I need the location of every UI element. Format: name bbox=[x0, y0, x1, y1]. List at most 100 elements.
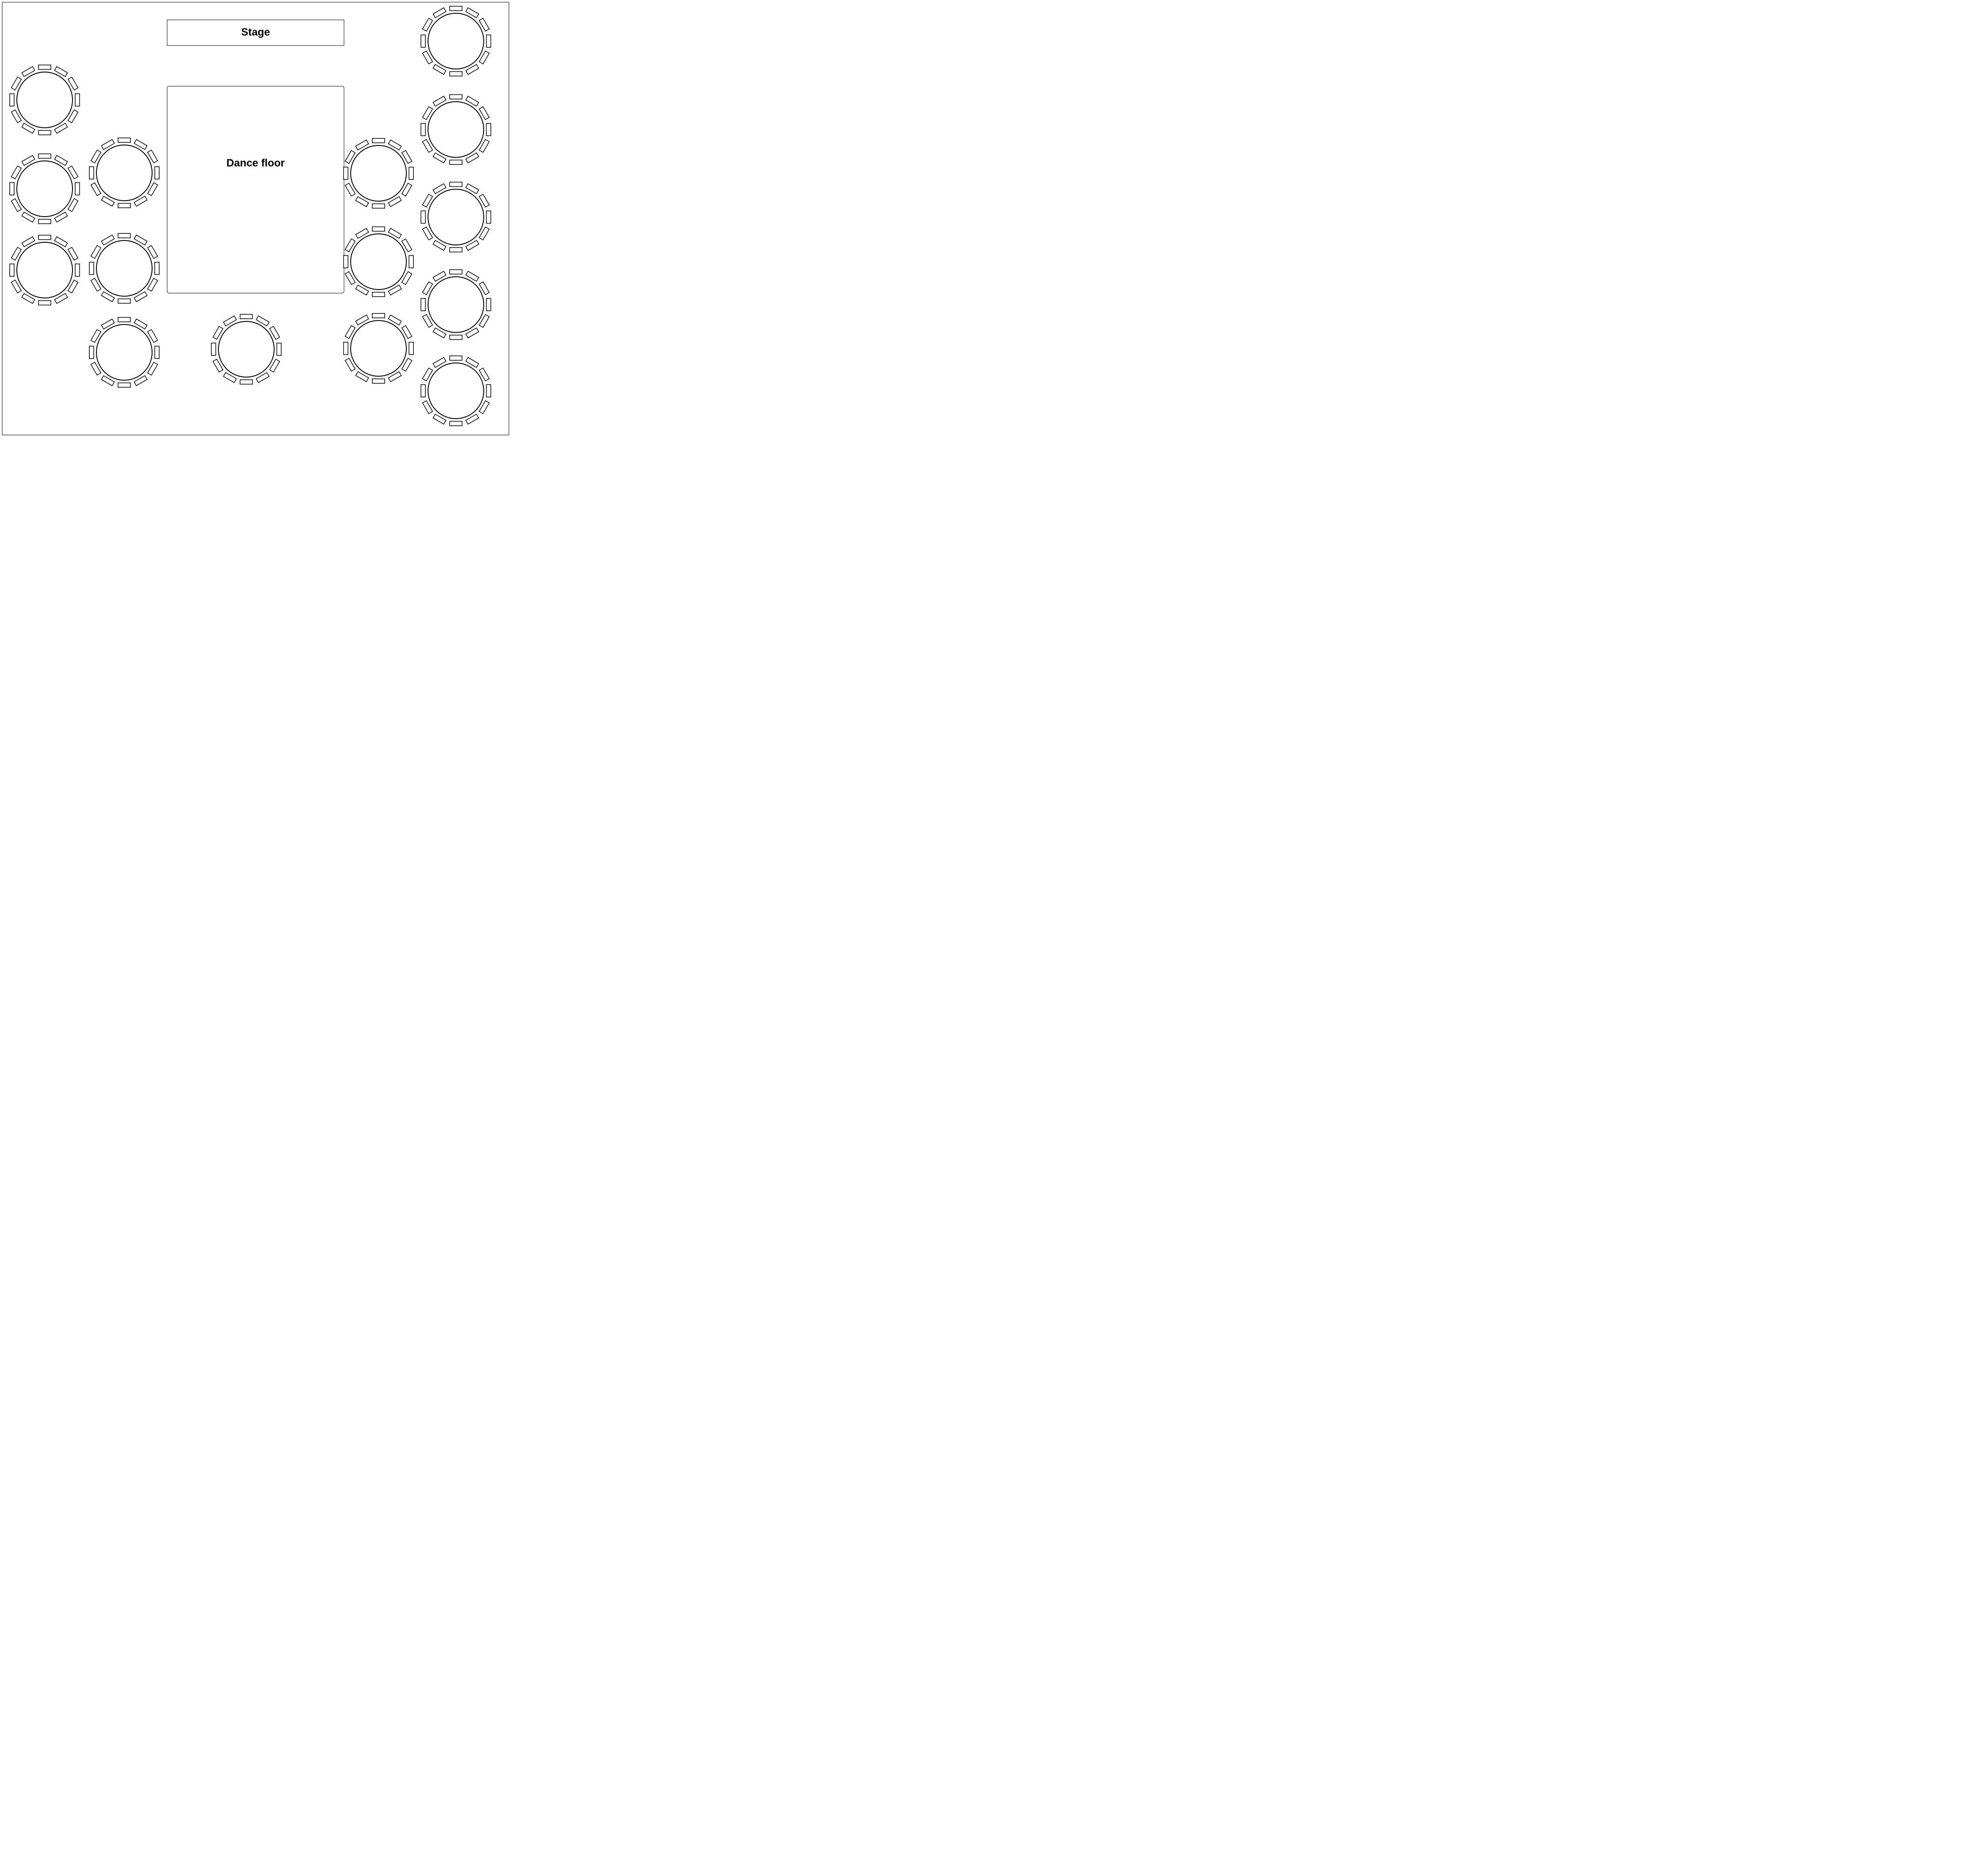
seat bbox=[450, 95, 462, 99]
seat-rect bbox=[89, 262, 94, 275]
seat-rect bbox=[118, 383, 130, 387]
seat bbox=[486, 123, 491, 136]
seat-rect bbox=[38, 154, 51, 158]
seat-rect bbox=[450, 182, 462, 187]
seat-rect bbox=[450, 335, 462, 340]
seat-rect bbox=[409, 342, 413, 355]
seat bbox=[10, 94, 14, 106]
seat bbox=[75, 94, 80, 106]
seat bbox=[372, 313, 385, 318]
seat bbox=[372, 379, 385, 383]
seat bbox=[450, 356, 462, 360]
seat-rect bbox=[421, 385, 425, 397]
seat bbox=[38, 219, 51, 224]
seat-rect bbox=[372, 227, 385, 231]
seat bbox=[450, 72, 462, 76]
stage-label: Stage bbox=[241, 26, 270, 38]
seat bbox=[486, 298, 491, 311]
table-top bbox=[17, 161, 73, 217]
seat bbox=[10, 264, 14, 276]
seat-rect bbox=[344, 167, 348, 179]
seat-rect bbox=[450, 270, 462, 274]
table-top bbox=[428, 189, 484, 245]
seat-rect bbox=[155, 346, 159, 359]
seat-rect bbox=[155, 167, 159, 179]
table-top bbox=[428, 13, 484, 69]
seat-rect bbox=[118, 299, 130, 303]
table-top bbox=[351, 321, 406, 376]
seat bbox=[450, 270, 462, 274]
seat bbox=[421, 35, 425, 47]
seat-rect bbox=[118, 233, 130, 238]
table-top bbox=[428, 363, 484, 419]
seat-rect bbox=[118, 203, 130, 208]
table-top bbox=[96, 324, 152, 380]
seat-rect bbox=[409, 256, 413, 268]
seat bbox=[118, 299, 130, 303]
dance-floor-label: Dance floor bbox=[226, 157, 285, 169]
seat-rect bbox=[450, 421, 462, 426]
seat-rect bbox=[486, 35, 491, 47]
seat bbox=[450, 182, 462, 187]
seat-rect bbox=[421, 123, 425, 136]
seat bbox=[240, 314, 252, 319]
table-top bbox=[428, 102, 484, 157]
table-top bbox=[17, 242, 73, 298]
seat bbox=[372, 227, 385, 231]
seat-rect bbox=[277, 343, 281, 355]
seat-rect bbox=[38, 235, 51, 240]
seat-rect bbox=[372, 138, 385, 143]
seat-rect bbox=[421, 211, 425, 223]
seat bbox=[118, 317, 130, 322]
seat-rect bbox=[450, 95, 462, 99]
seat bbox=[211, 343, 216, 355]
seat-rect bbox=[211, 343, 216, 355]
table-top bbox=[351, 145, 406, 201]
table-top bbox=[17, 72, 73, 128]
seat-rect bbox=[421, 35, 425, 47]
seat bbox=[486, 385, 491, 397]
seat bbox=[421, 298, 425, 311]
seat bbox=[10, 183, 14, 195]
seat bbox=[486, 211, 491, 223]
seat bbox=[155, 262, 159, 275]
seat-rect bbox=[38, 130, 51, 135]
seat-rect bbox=[486, 211, 491, 223]
seat-rect bbox=[372, 313, 385, 318]
seat-rect bbox=[75, 264, 80, 276]
seat bbox=[372, 292, 385, 297]
seat bbox=[344, 256, 348, 268]
seat bbox=[450, 335, 462, 340]
seat-rect bbox=[344, 256, 348, 268]
seat-rect bbox=[118, 138, 130, 142]
seat bbox=[118, 233, 130, 238]
seat bbox=[409, 167, 413, 179]
seat bbox=[75, 183, 80, 195]
seat bbox=[155, 167, 159, 179]
seat bbox=[155, 346, 159, 359]
seat-rect bbox=[10, 183, 14, 195]
seat bbox=[240, 380, 252, 384]
seat bbox=[450, 248, 462, 252]
seat-rect bbox=[118, 317, 130, 322]
seat bbox=[372, 204, 385, 208]
seat-rect bbox=[409, 167, 413, 179]
seat bbox=[421, 385, 425, 397]
seat-rect bbox=[450, 6, 462, 11]
seat bbox=[486, 35, 491, 47]
seat-rect bbox=[75, 94, 80, 106]
seat-rect bbox=[240, 314, 252, 319]
dance-floor-box bbox=[167, 86, 344, 293]
seat-rect bbox=[10, 264, 14, 276]
seat-rect bbox=[89, 346, 94, 359]
seat bbox=[409, 342, 413, 355]
seat bbox=[450, 421, 462, 426]
seat bbox=[118, 138, 130, 142]
seat-rect bbox=[372, 292, 385, 297]
seat-rect bbox=[486, 385, 491, 397]
seat bbox=[344, 167, 348, 179]
seat bbox=[450, 160, 462, 164]
seat bbox=[277, 343, 281, 355]
seat-rect bbox=[155, 262, 159, 275]
seat bbox=[38, 65, 51, 69]
